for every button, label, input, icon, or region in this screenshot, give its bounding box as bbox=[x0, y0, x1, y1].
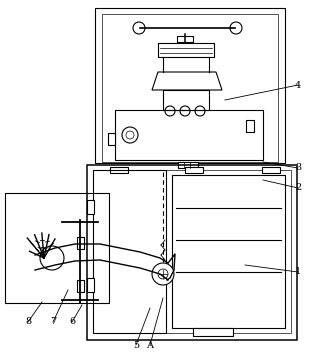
Bar bbox=[115, 110, 263, 160]
Bar bbox=[262, 167, 280, 173]
Bar bbox=[108, 133, 115, 145]
Bar bbox=[77, 280, 84, 292]
Text: 7: 7 bbox=[50, 318, 56, 326]
Bar bbox=[95, 8, 285, 163]
Circle shape bbox=[152, 263, 174, 285]
Bar bbox=[163, 90, 209, 110]
Bar bbox=[246, 120, 254, 132]
Bar bbox=[87, 278, 94, 292]
Bar bbox=[77, 237, 84, 249]
Bar bbox=[110, 167, 128, 173]
Text: 1: 1 bbox=[295, 268, 301, 276]
Text: 2: 2 bbox=[295, 183, 301, 193]
Text: A: A bbox=[147, 341, 154, 349]
Text: 3: 3 bbox=[295, 164, 301, 172]
Bar bbox=[5, 193, 109, 303]
Bar bbox=[102, 14, 278, 162]
Text: 5: 5 bbox=[133, 341, 139, 349]
Bar bbox=[172, 175, 285, 328]
Bar bbox=[158, 43, 214, 57]
Text: 4: 4 bbox=[295, 80, 301, 90]
Bar bbox=[193, 328, 233, 336]
Bar bbox=[93, 170, 291, 333]
Bar bbox=[93, 170, 166, 333]
Bar bbox=[185, 167, 203, 173]
Bar bbox=[178, 162, 198, 168]
Bar bbox=[87, 165, 297, 340]
Bar bbox=[87, 200, 94, 214]
Text: 6: 6 bbox=[69, 318, 75, 326]
Bar bbox=[177, 36, 193, 42]
Circle shape bbox=[40, 246, 64, 270]
Text: 8: 8 bbox=[25, 318, 31, 326]
